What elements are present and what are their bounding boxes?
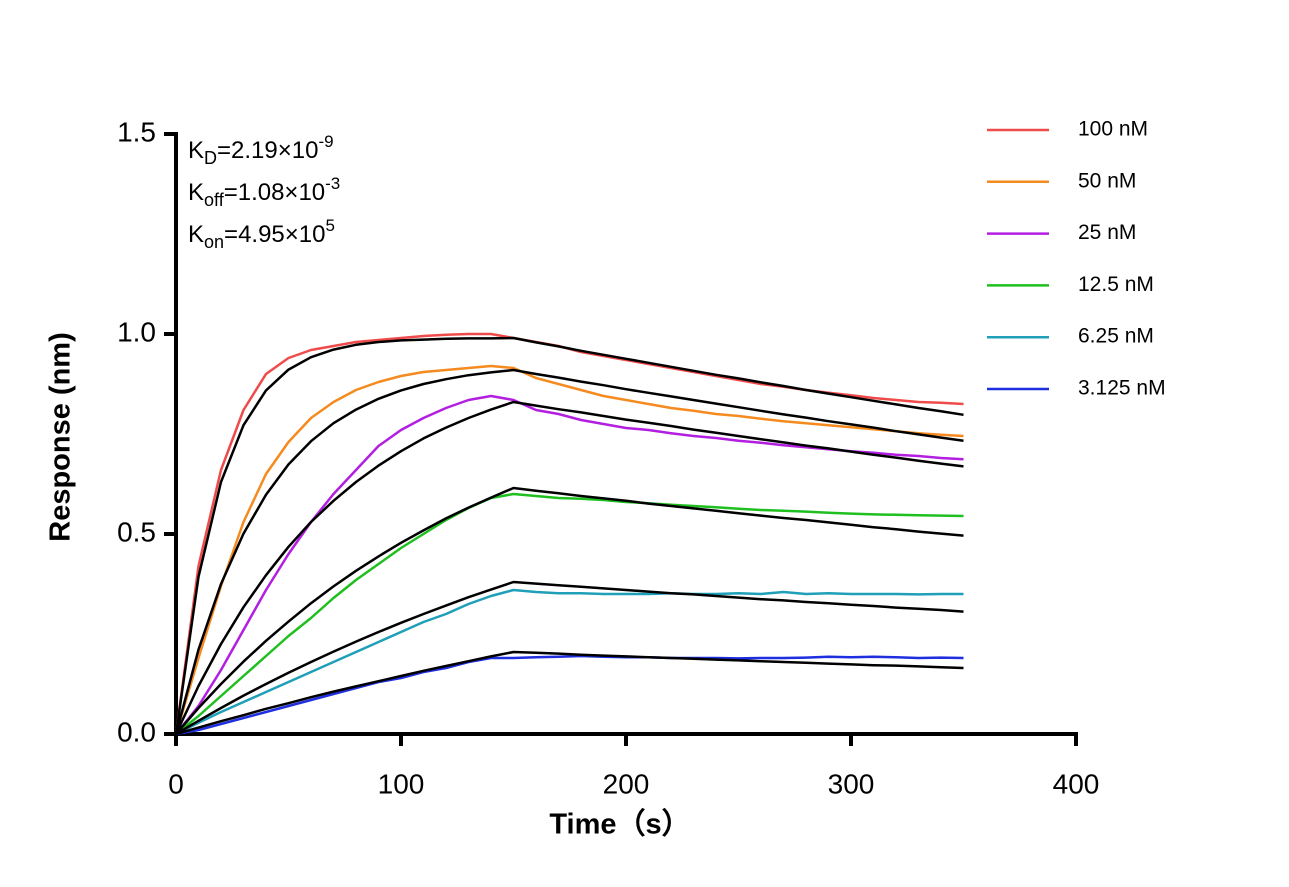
y-tick-label: 1.0 — [117, 316, 156, 347]
fit-line — [175, 650, 964, 736]
data-line — [174, 364, 964, 735]
x-tick-label: 0 — [168, 768, 184, 799]
fit-line — [174, 336, 964, 735]
data-line — [174, 332, 964, 735]
annotation-symbol: K — [188, 137, 204, 164]
fit-line — [175, 486, 964, 735]
annotation-subscript: on — [204, 232, 224, 252]
legend-label: 50 nM — [1078, 169, 1136, 192]
data-line — [175, 588, 964, 736]
legend-label: 3.125 nM — [1078, 377, 1166, 400]
annotation-text: =4.95×10 — [224, 221, 325, 248]
annotation-symbol: K — [188, 221, 204, 248]
annotation: KD=2.19×10-9 — [188, 132, 334, 167]
annotation: Kon=4.95×105 — [188, 216, 335, 251]
x-tick-label: 100 — [378, 768, 425, 799]
x-tick-label: 200 — [603, 768, 650, 799]
legend-label: 100 nM — [1078, 118, 1148, 141]
x-axis-title: Time（s） — [549, 808, 690, 841]
legend-label: 6.25 nM — [1078, 325, 1154, 348]
data-line — [175, 654, 964, 736]
annotation-exponent: 5 — [325, 216, 334, 235]
data-line — [175, 492, 964, 735]
annotation-exponent: -3 — [325, 174, 340, 193]
y-axis-title: Response (nm) — [45, 332, 77, 541]
annotation-text: =2.19×10 — [217, 137, 318, 164]
annotation-symbol: K — [188, 179, 204, 206]
y-tick-label: 1.5 — [117, 116, 156, 147]
x-tick-label: 300 — [828, 768, 875, 799]
fit-line — [174, 368, 964, 735]
data-line — [175, 394, 964, 735]
annotation: Koff=1.08×10-3 — [188, 174, 340, 209]
legend-label: 12.5 nM — [1078, 273, 1154, 296]
annotation-subscript: D — [204, 148, 217, 168]
y-tick-label: 0.5 — [117, 516, 156, 547]
fit-line — [174, 400, 964, 735]
legend-label: 25 nM — [1078, 221, 1136, 244]
annotation-exponent: -9 — [318, 132, 333, 151]
annotation-subscript: off — [204, 190, 225, 210]
y-tick-label: 0.0 — [117, 716, 156, 747]
annotation-text: =1.08×10 — [224, 179, 325, 206]
fit-line — [175, 580, 964, 736]
x-tick-label: 400 — [1053, 768, 1100, 799]
